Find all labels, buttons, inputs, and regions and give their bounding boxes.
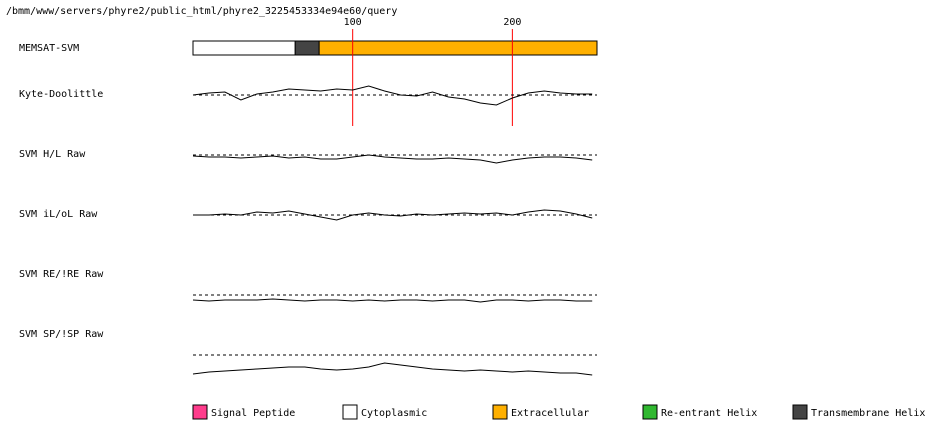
legend-label: Transmembrane Helix	[811, 408, 925, 419]
legend-swatch	[342, 404, 358, 420]
legend-label: Signal Peptide	[211, 408, 295, 419]
track-label: SVM SP/!SP Raw	[19, 329, 104, 340]
chart-title: /bmm/www/servers/phyre2/public_html/phyr…	[6, 6, 397, 17]
legend-swatch	[192, 404, 208, 420]
profile-line	[192, 298, 593, 303]
x-tick-label: 200	[503, 17, 521, 28]
track-label: SVM iL/oL Raw	[19, 209, 98, 220]
legend-label: Extracellular	[511, 408, 589, 419]
topology-segment	[192, 40, 296, 56]
track-label: Kyte-Doolittle	[19, 89, 103, 100]
legend-swatch	[642, 404, 658, 420]
topology-segment	[318, 40, 598, 56]
track-label: MEMSAT-SVM	[19, 43, 79, 54]
track-label: SVM H/L Raw	[19, 149, 86, 160]
profile-line	[192, 154, 593, 164]
topology-segment	[294, 40, 320, 56]
legend-swatch	[792, 404, 808, 420]
profile-line	[192, 362, 593, 376]
track-label: SVM RE/!RE Raw	[19, 269, 104, 280]
profile-line	[192, 85, 593, 106]
profile-line	[193, 209, 593, 221]
x-tick-label: 100	[344, 17, 362, 28]
legend-label: Cytoplasmic	[361, 408, 427, 419]
legend-swatch	[492, 404, 508, 420]
legend-label: Re-entrant Helix	[661, 408, 757, 419]
